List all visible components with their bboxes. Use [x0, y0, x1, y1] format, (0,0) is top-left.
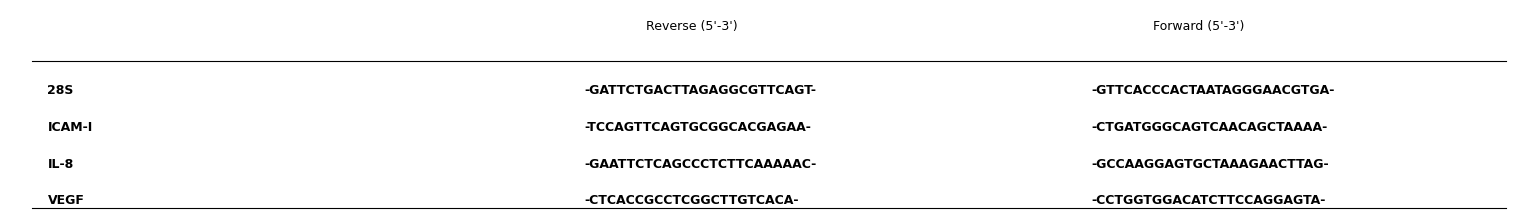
- Text: VEGF: VEGF: [48, 195, 85, 208]
- Text: -CCTGGTGGACATCTTCCAGGAGTA-: -CCTGGTGGACATCTTCCAGGAGTA-: [1092, 195, 1326, 208]
- Text: -GAATTCTCAGCCCTCTTCAAAAAC-: -GAATTCTCAGCCCTCTTCAAAAAC-: [584, 158, 817, 171]
- Text: IL-8: IL-8: [48, 158, 74, 171]
- Text: -CTGATGGGCAGTCAACAGCTAAAA-: -CTGATGGGCAGTCAACAGCTAAAA-: [1092, 120, 1327, 134]
- Text: -CTCACCGCCTCGGCTTGTCACA-: -CTCACCGCCTCGGCTTGTCACA-: [584, 195, 800, 208]
- Text: ICAM-I: ICAM-I: [48, 120, 92, 134]
- Text: -GATTCTGACTTAGAGGCGTTCAGT-: -GATTCTGACTTAGAGGCGTTCAGT-: [584, 84, 817, 97]
- Text: -TCCAGTTCAGTGCGGCACGAGAA-: -TCCAGTTCAGTGCGGCACGAGAA-: [584, 120, 812, 134]
- Text: 28S: 28S: [48, 84, 74, 97]
- Text: Forward (5'-3'): Forward (5'-3'): [1154, 20, 1244, 33]
- Text: -GCCAAGGAGTGCTAAAGAACTTAG-: -GCCAAGGAGTGCTAAAGAACTTAG-: [1092, 158, 1329, 171]
- Text: Reverse (5'-3'): Reverse (5'-3'): [646, 20, 738, 33]
- Text: -GTTCACCCACTAATAGGGAACGTGA-: -GTTCACCCACTAATAGGGAACGTGA-: [1092, 84, 1335, 97]
